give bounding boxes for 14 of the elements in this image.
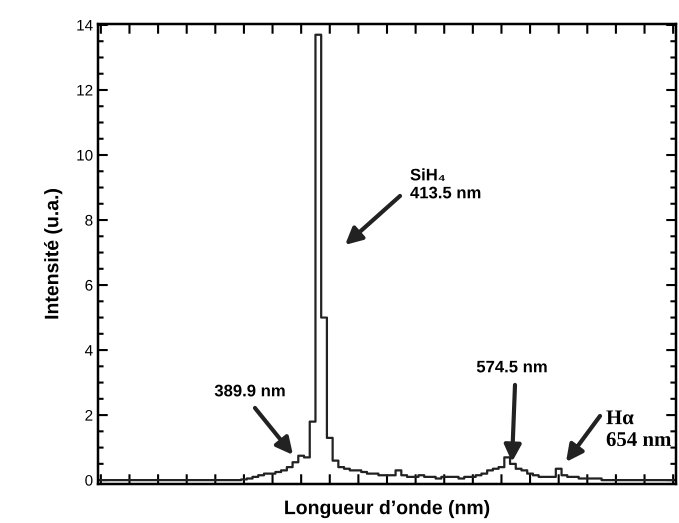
annotation: 574.5 nm <box>476 360 547 372</box>
annotation: Hα 654 nm <box>606 410 672 446</box>
y-tick-label: 10 <box>77 150 93 161</box>
y-tick-label: 12 <box>77 84 92 96</box>
y-tick-label: 4 <box>84 345 93 356</box>
x-axis-title: Longueur d’onde (nm) <box>285 500 490 518</box>
y-tick-label: 14 <box>77 20 93 31</box>
y-tick-label: 8 <box>85 214 92 226</box>
annotation: 389.9 nm <box>214 384 285 396</box>
y-axis-title: Intensité (u.a.) <box>44 189 62 319</box>
y-tick-label: 6 <box>85 280 92 291</box>
y-tick-label: 2 <box>85 410 92 421</box>
annotation: SiH₄ 413.5 nm <box>410 168 480 198</box>
y-tick-label: 0 <box>85 474 93 486</box>
